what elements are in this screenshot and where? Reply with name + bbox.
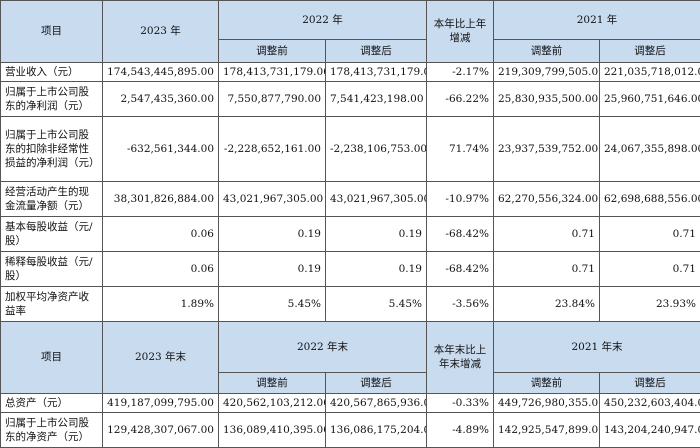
header-year-2023: 2023 年	[102, 0, 219, 63]
row-label: 经营活动产生的现金流量净额（元）	[0, 181, 103, 218]
value-2021-after: 0.71	[599, 216, 700, 253]
header-2022-after: 调整后	[325, 38, 427, 63]
table-row: 加权平均净资产收益率 1.89% 5.45% 5.45% -3.56% 23.8…	[0, 285, 700, 322]
header-item: 项目	[0, 320, 103, 394]
header-2021-after: 调整后	[599, 38, 700, 63]
table-row: 归属于上市公司股东的净资产（元） 129,428,307,067.00 136,…	[0, 412, 700, 448]
row-label: 加权平均净资产收益率	[0, 285, 103, 322]
row-label: 归属于上市公司股东的净利润（元）	[0, 80, 103, 117]
value-2022-before: 0.19	[218, 251, 326, 287]
table-row: 总资产（元） 419,187,099,795.00 420,562,103,21…	[0, 392, 700, 414]
header-item: 项目	[0, 0, 103, 63]
value-2022-before: 0.19	[218, 216, 326, 253]
header-2021-before: 调整前	[493, 372, 600, 394]
value-2021-after: 62,698,688,556.00	[599, 181, 700, 218]
value-2023: 129,428,307,067.00	[102, 412, 219, 448]
row-label: 归属于上市公司股东的扣除非经常性损益的净利润（元）	[0, 115, 103, 183]
value-2022-after: 0.19	[325, 216, 427, 253]
value-2022-after: -2,238,106,753.00	[325, 115, 427, 183]
header-yearend-2023: 2023 年末	[102, 320, 219, 394]
value-change: -10.97%	[426, 181, 494, 218]
value-2021-after: 221,035,718,012.00	[599, 61, 700, 82]
table-row: 归属于上市公司股东的扣除非经常性损益的净利润（元） -632,561,344.0…	[0, 115, 700, 183]
value-2022-before: 136,089,410,395.00	[218, 412, 326, 448]
header-yearend-2021: 2021 年末	[493, 320, 700, 374]
header-2022-after: 调整后	[325, 372, 427, 394]
header-year-2022: 2022 年	[218, 0, 427, 40]
header-2021-before: 调整前	[493, 38, 600, 63]
value-2021-before: 23,937,539,752.00	[493, 115, 600, 183]
value-2021-after: 0.71	[599, 251, 700, 287]
value-2022-after: 0.19	[325, 251, 427, 287]
table-row: 稀释每股收益（元/股） 0.06 0.19 0.19 -68.42% 0.71 …	[0, 251, 700, 287]
value-2021-before: 25,830,935,500.00	[493, 80, 600, 117]
value-change: -3.56%	[426, 285, 494, 322]
value-2021-before: 62,270,556,324.00	[493, 181, 600, 218]
table-row: 经营活动产生的现金流量净额（元） 38,301,826,884.00 43,02…	[0, 181, 700, 218]
value-2021-after: 25,960,751,646.00	[599, 80, 700, 117]
value-2022-after: 420,567,865,936.00	[325, 392, 427, 414]
value-change: -68.42%	[426, 216, 494, 253]
value-2023: 0.06	[102, 251, 219, 287]
header-year-2021: 2021 年	[493, 0, 700, 40]
value-2022-before: -2,228,652,161.00	[218, 115, 326, 183]
value-change: 71.74%	[426, 115, 494, 183]
value-2021-before: 0.71	[493, 216, 600, 253]
value-2021-before: 449,726,980,355.00	[493, 392, 600, 414]
table-row: 基本每股收益（元/股） 0.06 0.19 0.19 -68.42% 0.71 …	[0, 216, 700, 253]
value-2023: 1.89%	[102, 285, 219, 322]
value-change: -0.33%	[426, 392, 494, 414]
row-label: 稀释每股收益（元/股）	[0, 251, 103, 287]
value-2022-after: 178,413,731,179.00	[325, 61, 427, 82]
row-label: 归属于上市公司股东的净资产（元）	[0, 412, 103, 448]
table-row: 营业收入（元） 174,543,445,895.00 178,413,731,1…	[0, 61, 700, 82]
value-2021-before: 219,309,799,505.00	[493, 61, 600, 82]
value-2022-before: 5.45%	[218, 285, 326, 322]
header-change: 本年比上年增减	[426, 0, 494, 63]
value-change: -4.89%	[426, 412, 494, 448]
value-2022-after: 43,021,967,305.00	[325, 181, 427, 218]
value-2022-after: 7,541,423,198.00	[325, 80, 427, 117]
header-2022-before: 调整前	[218, 372, 326, 394]
value-2022-before: 178,413,731,179.00	[218, 61, 326, 82]
row-label: 总资产（元）	[0, 392, 103, 414]
value-2021-after: 23.93%	[599, 285, 700, 322]
value-2023: 2,547,435,360.00	[102, 80, 219, 117]
header-yearend-2022: 2022 年末	[218, 320, 427, 374]
header-2021-after: 调整后	[599, 372, 700, 394]
value-2023: 174,543,445,895.00	[102, 61, 219, 82]
header-2022-before: 调整前	[218, 38, 326, 63]
value-2022-before: 420,562,103,212.00	[218, 392, 326, 414]
value-2022-after: 5.45%	[325, 285, 427, 322]
value-2022-before: 43,021,967,305.00	[218, 181, 326, 218]
value-2023: 419,187,099,795.00	[102, 392, 219, 414]
value-change: -66.22%	[426, 80, 494, 117]
header-yearend-change: 本年末比上年末增减	[426, 320, 494, 394]
value-2021-after: 143,204,240,947.00	[599, 412, 700, 448]
value-2022-before: 7,550,877,790.00	[218, 80, 326, 117]
table-row: 归属于上市公司股东的净利润（元） 2,547,435,360.00 7,550,…	[0, 80, 700, 117]
value-2021-after: 450,232,603,404.00	[599, 392, 700, 414]
value-2021-before: 23.84%	[493, 285, 600, 322]
row-label: 基本每股收益（元/股）	[0, 216, 103, 253]
row-label: 营业收入（元）	[0, 61, 103, 82]
value-change: -68.42%	[426, 251, 494, 287]
value-2021-after: 24,067,355,898.00	[599, 115, 700, 183]
value-2023: 0.06	[102, 216, 219, 253]
value-2021-before: 0.71	[493, 251, 600, 287]
value-2023: -632,561,344.00	[102, 115, 219, 183]
value-change: -2.17%	[426, 61, 494, 82]
value-2021-before: 142,925,547,899.00	[493, 412, 600, 448]
value-2023: 38,301,826,884.00	[102, 181, 219, 218]
value-2022-after: 136,086,175,204.00	[325, 412, 427, 448]
